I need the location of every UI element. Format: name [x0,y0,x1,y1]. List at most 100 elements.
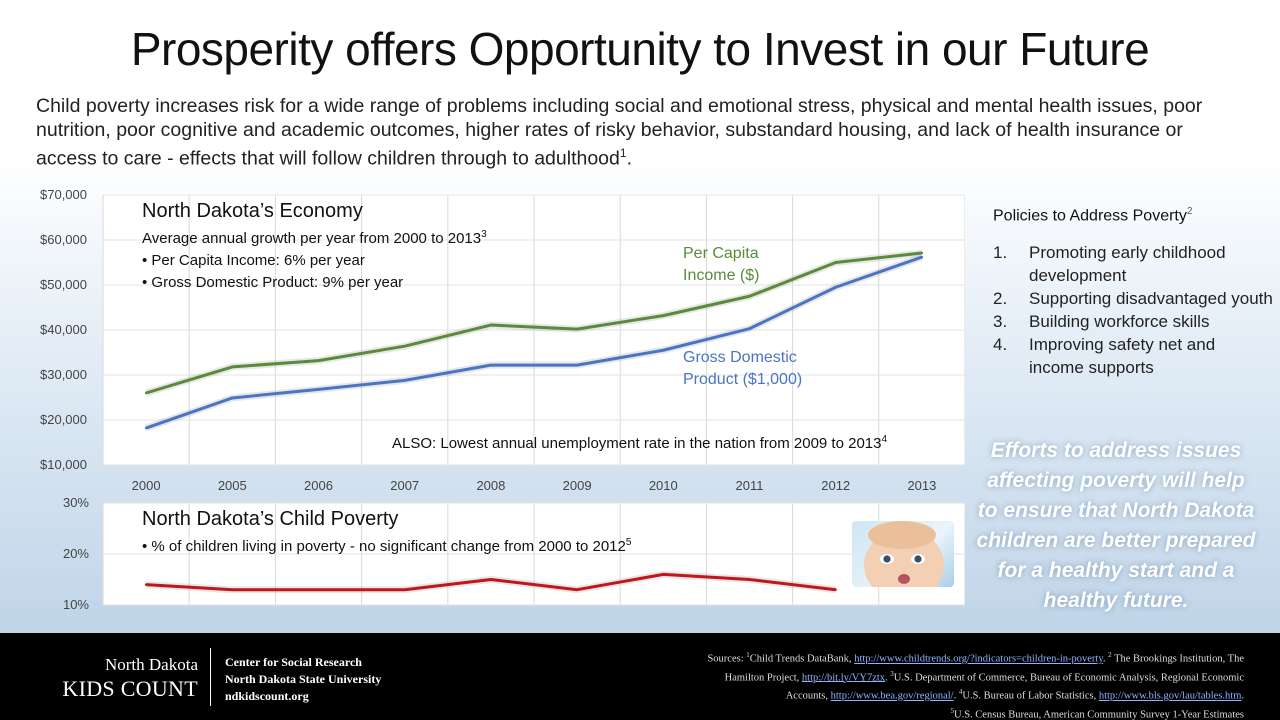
x-tick-label: 2007 [390,478,419,493]
policy-item: 1. Promoting early childhood development [993,241,1273,287]
kids-count-logo: North Dakota KIDS COUNT [40,655,198,702]
intro-end: . [626,147,632,170]
income-line-point [662,314,665,317]
source-2-link[interactable]: http://bit.ly/VY7ztx [801,672,886,683]
gdp-line-point [144,426,148,430]
x-tick-label: 2005 [218,478,247,493]
poverty-bullet-footnote: 5 [625,537,632,548]
poverty-line-point [489,578,493,581]
source-4-text: U.S. Bureau of Labor Statistics, [962,690,1099,702]
gdp-line-point [834,286,837,289]
poverty-line-point [403,588,406,591]
policy-item: 3. Building workforce skills [993,310,1273,333]
income-series-label-line1: Per Capita [683,245,759,262]
source-2-text: The Brookings Institution, The [1111,653,1244,665]
center-name: Center for Social Research [225,655,362,669]
intro-paragraph: Child poverty increases risk for a wide … [36,95,1246,171]
policy-number: 3. [993,312,1008,332]
source-2-end: . [885,672,891,683]
source-footnote-2: 2 [1108,651,1112,659]
gdp-line-point [317,388,320,391]
source-footnote-5: 5 [950,706,955,715]
gdp-line-point [920,255,924,259]
income-line-point [317,359,320,362]
income-line-point [575,327,579,331]
baby-photo [852,521,954,587]
x-tick-label: 2008 [476,478,505,493]
source-2-text-b: Hamilton Project, [724,672,802,683]
gdp-line [145,255,923,430]
page-title: Prosperity offers Opportunity to Invest … [130,23,1150,75]
gdp-series-label-line2: Product ($1,000) [683,371,803,388]
poverty-heading: North Dakota’s Child Poverty [142,508,399,530]
y-tick-label: 10% [63,597,89,612]
unemployment-note: ALSO: Lowest annual unemployment rate in… [392,434,887,452]
poverty-line-point [144,583,148,586]
gdp-series-label: Gross Domestic Product ($1,000) [683,347,802,391]
economy-subheading: Average annual growth per year from 2000… [142,229,562,247]
poverty-line-point [662,573,665,576]
poverty-line-point [748,578,751,581]
logo-line2: KIDS COUNT [62,676,198,701]
income-series-label-line2: Income ($) [683,267,760,284]
logo-line1: North Dakota [104,655,198,674]
income-line-point [403,345,406,348]
intro-text: Child poverty increases risk for a wide … [36,95,1203,170]
x-tick-label: 2012 [821,478,850,493]
center-info: Center for Social Research North Dakota … [225,654,381,705]
poverty-bullet: • % of children living in poverty - no s… [142,537,762,555]
y-tick-label: 20% [63,546,89,561]
policy-text: Improving safety net and income supports [1029,335,1216,378]
footer-divider [210,648,211,706]
source-1-link[interactable]: http://www.childtrends.org/?indicators=c… [854,653,1103,665]
income-series-label: Per Capita Income ($) [683,243,759,287]
economy-subheading-footnote: 3 [481,229,487,240]
source-3-link[interactable]: http://www.bea.gov/regional/ [830,690,954,702]
source-4-end: . [1241,690,1244,702]
economy-heading: North Dakota’s Economy [142,200,363,222]
y-tick-label: $50,000 [40,277,87,292]
y-tick-label: $10,000 [40,457,87,472]
sources-text: Sources: 1Child Trends DataBank, http://… [560,648,1244,720]
policy-number: 2. [993,289,1008,309]
source-footnote-1: 1 [746,651,750,659]
policy-number: 4. [993,335,1008,355]
sources-line4: 5U.S. Census Bureau, American Community … [560,704,1245,720]
website-link[interactable]: ndkidscount.org [225,689,309,703]
x-tick-label: 2011 [736,478,764,493]
policies-heading-footnote: 2 [1186,206,1193,217]
income-line-point [144,391,148,395]
poverty-line-point [834,588,837,591]
x-tick-label: 2000 [132,478,161,493]
gdp-line-point [403,379,406,382]
policy-text: Promoting early childhood development [1029,243,1226,286]
y-tick-label: $40,000 [40,322,87,337]
poverty-line-point [575,588,579,591]
gdp-growth-bullet: • Gross Domestic Product: 9% per year [142,274,404,291]
policy-text: Building workforce skills [1029,312,1210,332]
source-footnote-4: 4 [958,688,963,696]
policy-item: 4. Improving safety net and income suppor… [993,333,1273,379]
unemployment-note-footnote: 4 [881,434,888,445]
source-1-end: . [1102,653,1109,665]
economy-subheading-text: Average annual growth per year from 2000… [142,230,482,247]
policies-list: 1. Promoting early childhood development … [993,241,1273,379]
economy-text-box: North Dakota’s Economy Average annual gr… [142,200,562,291]
gdp-line-point [489,363,493,367]
source-5-text: U.S. Census Bureau, American Community S… [954,709,1244,720]
sources-line1: Sources: 1Child Trends DataBank, http://… [560,648,1244,667]
sources-line3: Accounts, http://www.bea.gov/regional/. … [560,685,1244,704]
economy-chart: $10,000 $20,000 $30,000 $40,000 $50,000 $60,0… [40,187,965,493]
poverty-line-glow [145,570,837,594]
source-4-link[interactable]: http://www.bls.gov/lau/tables.htm [1098,690,1242,702]
gdp-line-point [231,396,234,400]
intro-footnote: 1 [619,146,627,160]
gdp-line-point [662,349,665,352]
poverty-line-point [231,588,234,591]
poverty-bullet-text: • % of children living in poverty - no s… [142,538,626,555]
x-tick-label: 2009 [563,478,592,493]
policies-panel: Policies to Address Poverty2 1. Promoting… [993,206,1273,379]
income-line-point [489,323,493,327]
income-line-point [834,261,837,264]
gdp-line-point [748,327,751,330]
